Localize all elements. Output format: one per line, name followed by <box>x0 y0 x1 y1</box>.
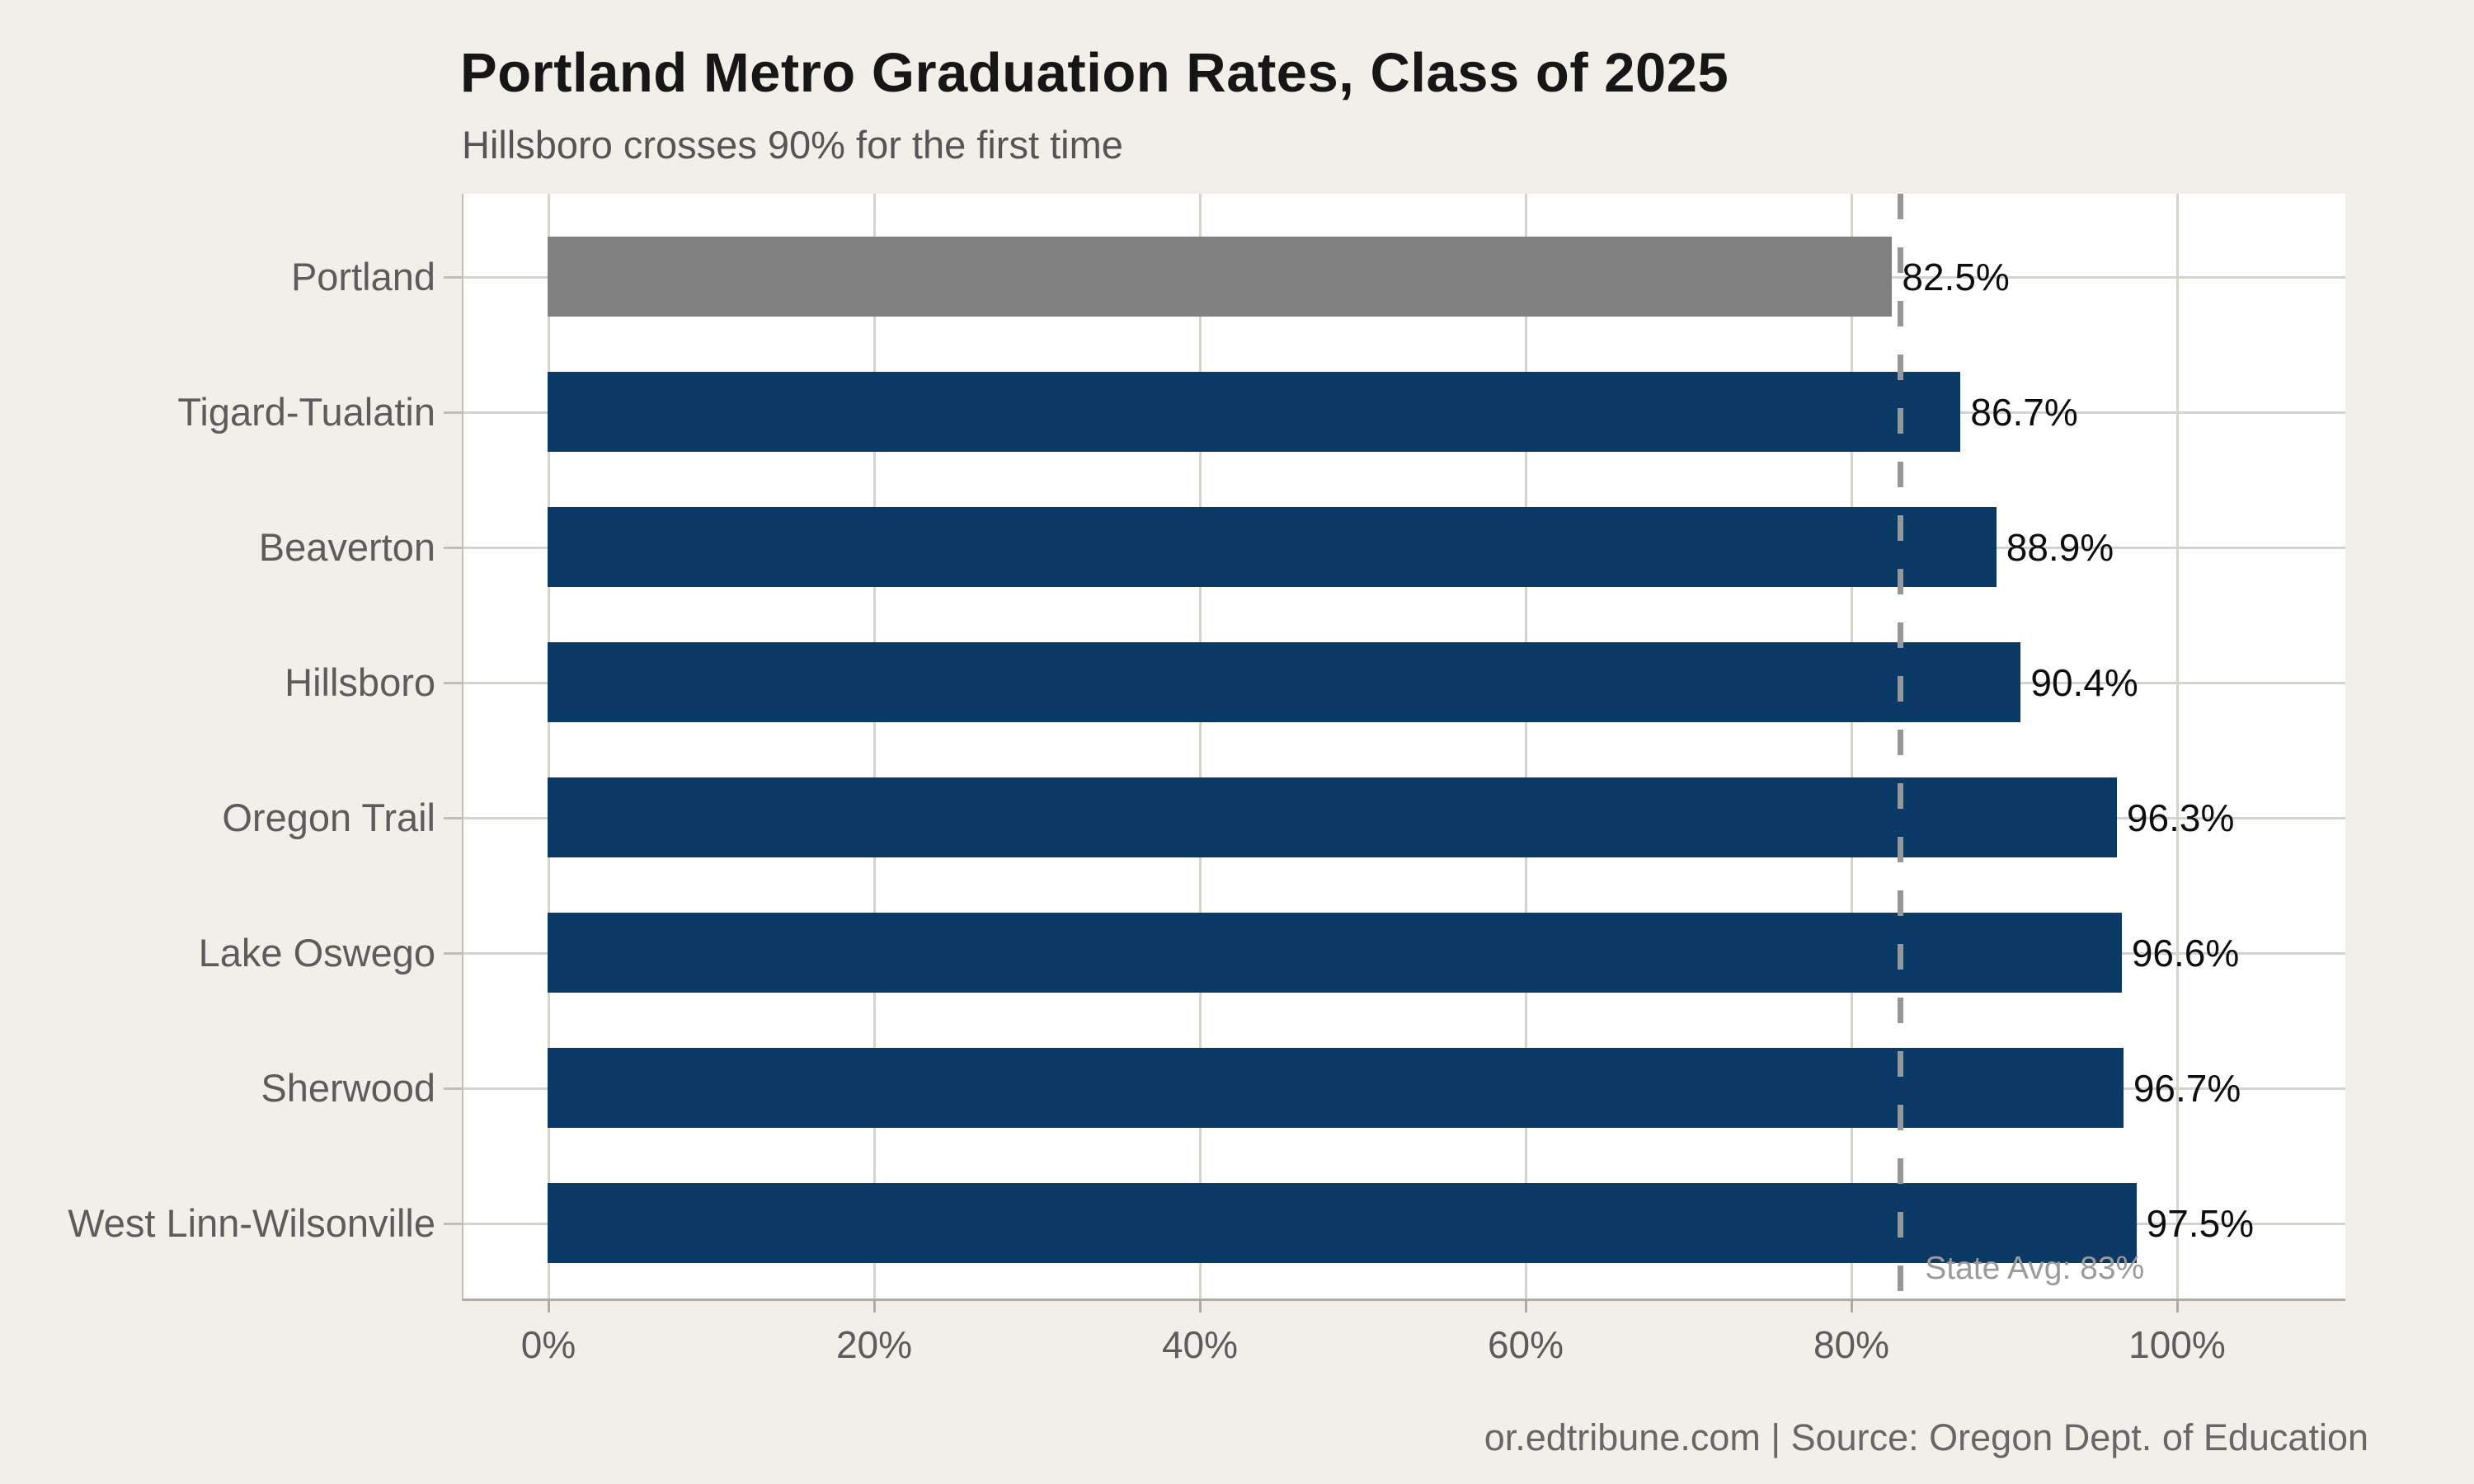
x-axis-tick <box>1850 1301 1853 1313</box>
bar-beaverton <box>547 507 1997 587</box>
bar-hillsboro <box>547 642 2021 722</box>
value-label-oregon-trail: 96.3% <box>2126 796 2235 839</box>
footer-credit: or.edtribune.com | Source: Oregon Dept. … <box>1484 1416 2368 1458</box>
y-axis-tick <box>444 1222 463 1225</box>
bar-sherwood <box>547 1048 2124 1128</box>
x-gridline <box>1198 194 1202 1298</box>
y-axis-label-portland: Portland <box>290 255 435 298</box>
value-label-lake-oswego: 96.6% <box>2131 932 2240 974</box>
bar-tigard-tualatin <box>547 372 1961 452</box>
bar-oregon-trail <box>547 777 2117 857</box>
y-axis-label-tigard-tualatin: Tigard-Tualatin <box>177 390 435 434</box>
x-axis-tick-label: 40% <box>1161 1323 1239 1366</box>
x-gridline <box>872 194 876 1298</box>
y-axis-tick <box>444 546 463 549</box>
x-axis-tick <box>1198 1301 1202 1313</box>
bar-portland <box>547 237 1893 317</box>
y-axis-label-sherwood: Sherwood <box>261 1066 435 1110</box>
y-axis-label-hillsboro: Hillsboro <box>285 660 435 704</box>
plot-area: State Avg: 83% <box>462 194 2345 1301</box>
x-axis-tick-label: 0% <box>520 1323 576 1366</box>
chart-subtitle: Hillsboro crosses 90% for the first time <box>462 123 1123 167</box>
y-axis-label-oregon-trail: Oregon Trail <box>222 796 435 839</box>
y-axis-tick <box>444 411 463 414</box>
y-axis-label-west-linn-wilsonville: West Linn-Wilsonville <box>68 1201 435 1245</box>
x-axis-tick-label: 20% <box>835 1323 913 1366</box>
value-label-west-linn-wilsonville: 97.5% <box>2146 1202 2255 1245</box>
y-axis-tick <box>444 816 463 819</box>
value-label-hillsboro: 90.4% <box>2030 661 2138 704</box>
value-label-portland: 82.5% <box>1902 256 2010 298</box>
x-gridline <box>2175 194 2179 1298</box>
value-label-sherwood: 96.7% <box>2133 1067 2241 1110</box>
x-gridline <box>1850 194 1853 1298</box>
y-axis-label-lake-oswego: Lake Oswego <box>198 931 435 974</box>
x-axis-tick-label: 80% <box>1813 1323 1890 1366</box>
y-axis-tick <box>444 681 463 684</box>
chart-title: Portland Metro Graduation Rates, Class o… <box>460 42 1729 104</box>
x-axis-tick <box>2175 1301 2179 1313</box>
x-axis-tick-label: 60% <box>1487 1323 1564 1366</box>
x-axis-tick <box>1524 1301 1527 1313</box>
state-average-label: State Avg: 83% <box>1925 1251 2145 1286</box>
y-axis-label-beaverton: Beaverton <box>258 525 435 569</box>
value-label-tigard-tualatin: 86.7% <box>1970 391 2078 434</box>
y-axis-tick <box>444 1087 463 1090</box>
x-gridline <box>1524 194 1527 1298</box>
x-axis-tick <box>872 1301 876 1313</box>
y-axis-tick <box>444 275 463 279</box>
value-label-beaverton: 88.9% <box>2006 526 2114 569</box>
x-gridline <box>547 194 550 1298</box>
x-axis-tick-label: 100% <box>2128 1323 2226 1366</box>
x-axis-tick <box>547 1301 550 1313</box>
y-axis-tick <box>444 951 463 955</box>
state-average-line <box>1897 194 1903 1298</box>
bar-lake-oswego <box>547 913 2122 993</box>
bar-west-linn-wilsonville <box>547 1183 2137 1263</box>
